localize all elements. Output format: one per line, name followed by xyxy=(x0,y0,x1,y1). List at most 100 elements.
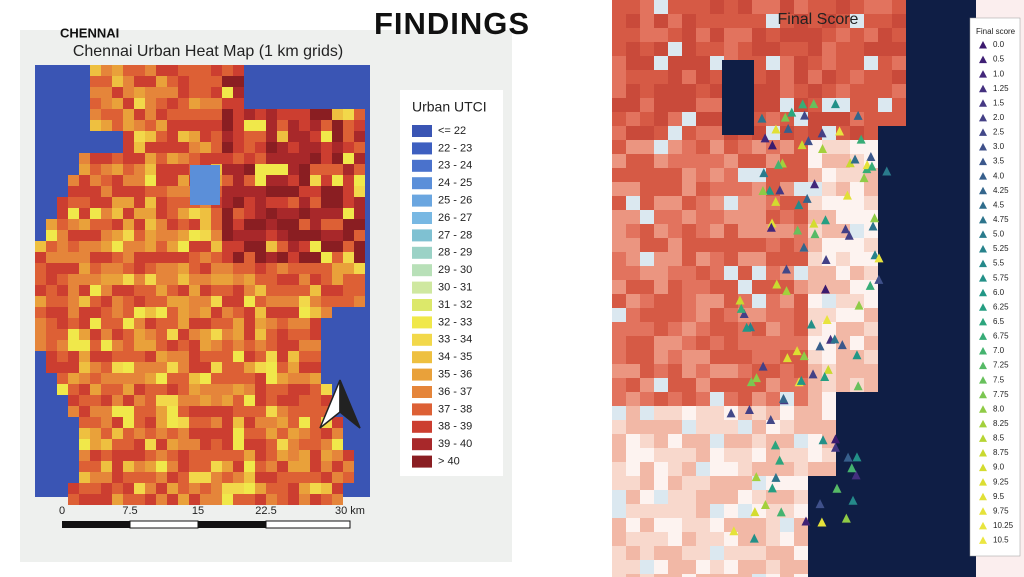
legend-marker xyxy=(979,434,987,442)
raster-cell xyxy=(626,56,640,70)
raster-cell xyxy=(156,120,167,131)
raster-cell xyxy=(145,428,156,439)
raster-cell xyxy=(57,318,68,329)
legend-label: 1.0 xyxy=(993,69,1005,78)
raster-cell xyxy=(878,112,892,126)
raster-cell xyxy=(233,472,244,483)
raster-cell xyxy=(682,98,696,112)
raster-cell xyxy=(288,219,299,230)
marker xyxy=(767,140,777,150)
raster-cell xyxy=(752,42,766,56)
raster-cell xyxy=(780,448,794,462)
raster-cell xyxy=(288,450,299,461)
raster-cell xyxy=(123,318,134,329)
raster-cell xyxy=(167,494,178,505)
raster-cell xyxy=(112,351,123,362)
raster-cell xyxy=(277,318,288,329)
marker xyxy=(882,166,892,176)
sea-cell xyxy=(850,420,864,434)
raster-cell xyxy=(626,336,640,350)
raster-cell xyxy=(724,308,738,322)
raster-cell xyxy=(211,120,222,131)
raster-cell xyxy=(752,196,766,210)
raster-cell xyxy=(354,142,365,153)
legend-label: 28 - 29 xyxy=(438,247,472,259)
raster-cell xyxy=(277,186,288,197)
sea-cell xyxy=(864,532,878,546)
raster-cell xyxy=(612,350,626,364)
raster-cell xyxy=(696,84,710,98)
raster-cell xyxy=(354,208,365,219)
marker xyxy=(874,253,884,263)
raster-cell xyxy=(134,252,145,263)
raster-cell xyxy=(354,241,365,252)
raster-cell xyxy=(46,274,57,285)
raster-cell xyxy=(222,285,233,296)
raster-cell xyxy=(668,196,682,210)
sea-cell xyxy=(892,280,906,294)
raster-cell xyxy=(766,238,780,252)
raster-cell xyxy=(134,274,145,285)
raster-cell xyxy=(123,153,134,164)
raster-cell xyxy=(178,98,189,109)
sea-cell xyxy=(906,448,920,462)
raster-cell xyxy=(794,546,808,560)
sea-cell xyxy=(864,434,878,448)
raster-cell xyxy=(145,142,156,153)
sea-cell xyxy=(808,532,822,546)
raster-cell xyxy=(696,364,710,378)
raster-cell xyxy=(211,296,222,307)
raster-cell xyxy=(738,154,752,168)
marker xyxy=(765,185,775,195)
raster-cell xyxy=(222,186,233,197)
raster-cell xyxy=(794,574,808,577)
raster-cell xyxy=(189,340,200,351)
raster-cell xyxy=(640,196,654,210)
raster-cell xyxy=(288,274,299,285)
raster-cell xyxy=(682,56,696,70)
raster-cell xyxy=(90,296,101,307)
raster-cell xyxy=(626,14,640,28)
raster-cell xyxy=(299,351,310,362)
raster-cell xyxy=(167,153,178,164)
marker xyxy=(798,99,808,109)
raster-cell xyxy=(710,224,724,238)
raster-cell xyxy=(123,219,134,230)
raster-cell xyxy=(850,28,864,42)
raster-cell xyxy=(299,263,310,274)
raster-cell xyxy=(794,28,808,42)
raster-cell xyxy=(808,28,822,42)
raster-cell xyxy=(766,462,780,476)
raster-cell xyxy=(640,322,654,336)
raster-cell xyxy=(101,494,112,505)
sea-cell xyxy=(878,154,892,168)
raster-cell xyxy=(167,285,178,296)
raster-cell xyxy=(640,112,654,126)
raster-cell xyxy=(696,252,710,266)
raster-cell xyxy=(780,84,794,98)
raster-cell xyxy=(222,395,233,406)
raster-cell xyxy=(640,504,654,518)
raster-cell xyxy=(79,197,90,208)
raster-cell xyxy=(654,14,668,28)
marker xyxy=(806,319,816,329)
raster-cell xyxy=(68,494,79,505)
raster-cell xyxy=(696,378,710,392)
marker xyxy=(815,499,825,509)
raster-cell xyxy=(101,252,112,263)
raster-cell xyxy=(167,417,178,428)
raster-cell xyxy=(299,450,310,461)
raster-cell xyxy=(332,153,343,164)
legend-label: 25 - 26 xyxy=(438,195,472,207)
raster-cell xyxy=(626,238,640,252)
raster-cell xyxy=(299,461,310,472)
raster-cell xyxy=(892,28,906,42)
marker xyxy=(830,334,840,344)
raster-cell xyxy=(724,154,738,168)
raster-cell xyxy=(178,164,189,175)
raster-cell xyxy=(668,140,682,154)
raster-cell xyxy=(222,76,233,87)
raster-cell xyxy=(167,340,178,351)
legend-label: 32 - 33 xyxy=(438,316,472,328)
raster-cell xyxy=(277,175,288,186)
